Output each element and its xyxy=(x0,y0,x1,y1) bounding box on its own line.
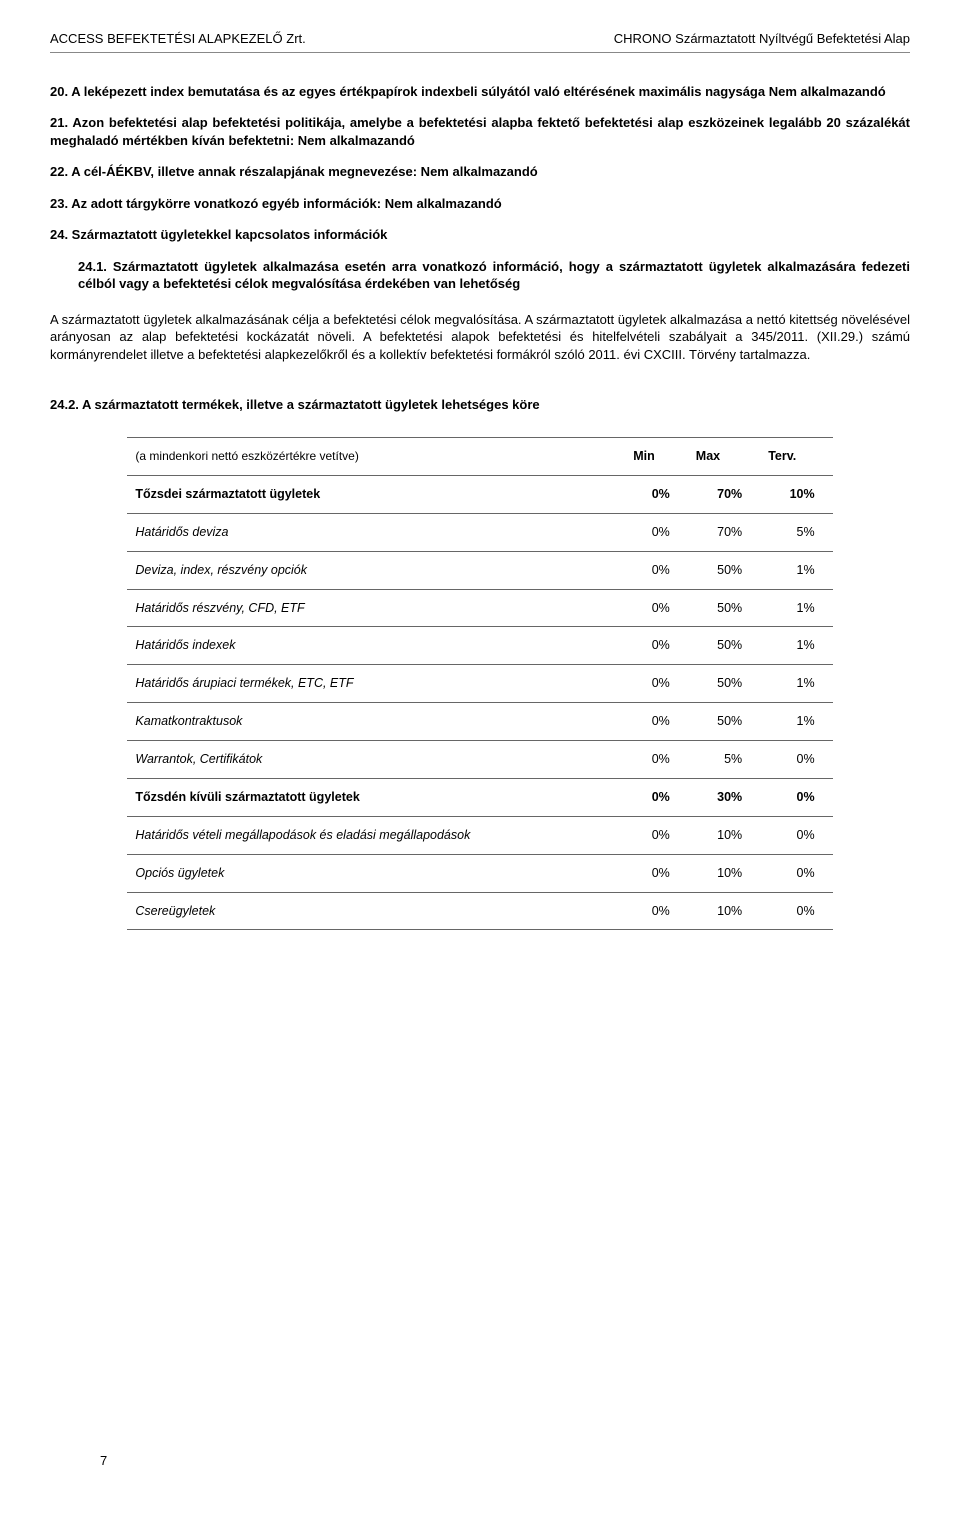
table-row: Határidős indexek0%50%1% xyxy=(127,627,832,665)
row-terv: 1% xyxy=(760,589,832,627)
row-terv: 0% xyxy=(760,778,832,816)
row-min: 0% xyxy=(625,589,688,627)
header-right: CHRONO Származtatott Nyíltvégű Befekteté… xyxy=(614,30,910,48)
row-max: 50% xyxy=(688,665,760,703)
row-min: 0% xyxy=(625,816,688,854)
row-min: 0% xyxy=(625,741,688,779)
header-rule xyxy=(50,52,910,53)
row-max: 70% xyxy=(688,513,760,551)
section-23: 23. Az adott tárgykörre vonatkozó egyéb … xyxy=(50,195,910,213)
table-row: Csereügyletek0%10%0% xyxy=(127,892,832,930)
section-20: 20. A leképezett index bemutatása és az … xyxy=(50,83,910,101)
row-label: Warrantok, Certifikátok xyxy=(127,741,625,779)
col-max: Max xyxy=(688,438,760,476)
row-max: 30% xyxy=(688,778,760,816)
table-row: Deviza, index, részvény opciók0%50%1% xyxy=(127,551,832,589)
row-min: 0% xyxy=(625,551,688,589)
section-22: 22. A cél-ÁÉKBV, illetve annak részalapj… xyxy=(50,163,910,181)
section-24-1: 24.1. Származtatott ügyletek alkalmazása… xyxy=(50,258,910,293)
paragraph-24-1-body: A származtatott ügyletek alkalmazásának … xyxy=(50,311,910,364)
row-max: 50% xyxy=(688,589,760,627)
row-label: Tőzsdén kívüli származtatott ügyletek xyxy=(127,778,625,816)
section-24-2: 24.2. A származtatott termékek, illetve … xyxy=(50,396,910,414)
page-number: 7 xyxy=(100,1452,107,1470)
row-terv: 1% xyxy=(760,665,832,703)
row-max: 50% xyxy=(688,703,760,741)
row-min: 0% xyxy=(625,778,688,816)
table-row: Tőzsdei származtatott ügyletek0%70%10% xyxy=(127,475,832,513)
header-left: ACCESS BEFEKTETÉSI ALAPKEZELŐ Zrt. xyxy=(50,30,306,48)
table-header-row: (a mindenkori nettó eszközértékre vetítv… xyxy=(127,438,832,476)
section-21: 21. Azon befektetési alap befektetési po… xyxy=(50,114,910,149)
row-label: Határidős részvény, CFD, ETF xyxy=(127,589,625,627)
section-24: 24. Származtatott ügyletekkel kapcsolato… xyxy=(50,226,910,244)
table-body: Tőzsdei származtatott ügyletek0%70%10%Ha… xyxy=(127,475,832,930)
row-terv: 1% xyxy=(760,703,832,741)
row-terv: 0% xyxy=(760,892,832,930)
row-max: 70% xyxy=(688,475,760,513)
table-caption: (a mindenkori nettó eszközértékre vetítv… xyxy=(127,438,625,476)
table-row: Opciós ügyletek0%10%0% xyxy=(127,854,832,892)
row-terv: 1% xyxy=(760,551,832,589)
row-terv: 0% xyxy=(760,816,832,854)
row-max: 50% xyxy=(688,551,760,589)
row-max: 10% xyxy=(688,854,760,892)
table-row: Határidős árupiaci termékek, ETC, ETF0%5… xyxy=(127,665,832,703)
row-max: 5% xyxy=(688,741,760,779)
row-terv: 5% xyxy=(760,513,832,551)
table-row: Warrantok, Certifikátok0%5%0% xyxy=(127,741,832,779)
row-min: 0% xyxy=(625,475,688,513)
row-label: Csereügyletek xyxy=(127,892,625,930)
row-label: Határidős vételi megállapodások és eladá… xyxy=(127,816,625,854)
row-max: 10% xyxy=(688,892,760,930)
table-row: Határidős deviza0%70%5% xyxy=(127,513,832,551)
derivatives-table: (a mindenkori nettó eszközértékre vetítv… xyxy=(127,437,832,930)
row-label: Opciós ügyletek xyxy=(127,854,625,892)
row-terv: 0% xyxy=(760,854,832,892)
col-min: Min xyxy=(625,438,688,476)
col-terv: Terv. xyxy=(760,438,832,476)
row-label: Kamatkontraktusok xyxy=(127,703,625,741)
row-label: Deviza, index, részvény opciók xyxy=(127,551,625,589)
table-row: Tőzsdén kívüli származtatott ügyletek0%3… xyxy=(127,778,832,816)
row-min: 0% xyxy=(625,703,688,741)
row-terv: 0% xyxy=(760,741,832,779)
page-header: ACCESS BEFEKTETÉSI ALAPKEZELŐ Zrt. CHRON… xyxy=(50,30,910,48)
row-label: Határidős indexek xyxy=(127,627,625,665)
row-terv: 10% xyxy=(760,475,832,513)
row-min: 0% xyxy=(625,513,688,551)
row-label: Tőzsdei származtatott ügyletek xyxy=(127,475,625,513)
row-max: 10% xyxy=(688,816,760,854)
row-label: Határidős deviza xyxy=(127,513,625,551)
row-min: 0% xyxy=(625,665,688,703)
row-label: Határidős árupiaci termékek, ETC, ETF xyxy=(127,665,625,703)
row-terv: 1% xyxy=(760,627,832,665)
row-min: 0% xyxy=(625,627,688,665)
table-row: Határidős vételi megállapodások és eladá… xyxy=(127,816,832,854)
table-row: Kamatkontraktusok0%50%1% xyxy=(127,703,832,741)
table-row: Határidős részvény, CFD, ETF0%50%1% xyxy=(127,589,832,627)
row-max: 50% xyxy=(688,627,760,665)
row-min: 0% xyxy=(625,892,688,930)
row-min: 0% xyxy=(625,854,688,892)
